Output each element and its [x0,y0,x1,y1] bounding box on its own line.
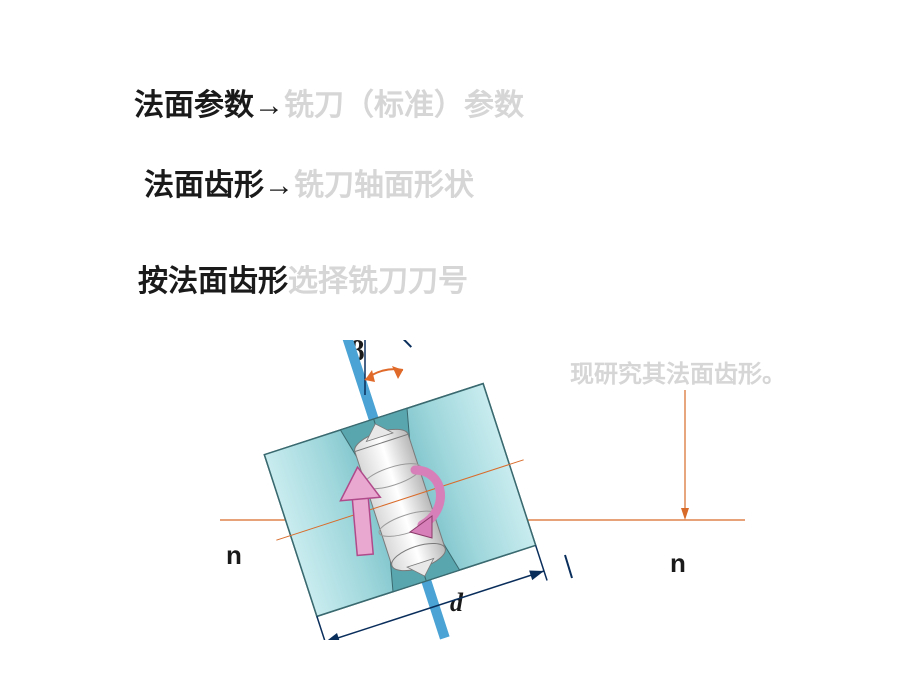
line-1: 法面参数→铣刀（标准）参数 [134,80,524,124]
rotated-block [222,340,568,640]
line-1-faded: 铣刀（标准）参数 [284,89,524,122]
line-3-bold: 按法面齿形 [138,265,288,298]
line-3-faded: 选择铣刀刀号 [288,265,468,298]
gear-diagram [200,340,760,640]
line-2-bold: 法面齿形→ [144,169,294,202]
line-2: 法面齿形→铣刀轴面形状 [144,160,474,204]
tick-bottom [565,555,572,578]
line-2-faded: 铣刀轴面形状 [294,169,474,202]
line-3: 按法面齿形选择铣刀刀号 [138,256,468,300]
beta-angle-arc [365,366,403,382]
note-leader [681,390,689,520]
tick-top [396,340,412,350]
line-1-bold: 法面参数→ [134,89,284,122]
